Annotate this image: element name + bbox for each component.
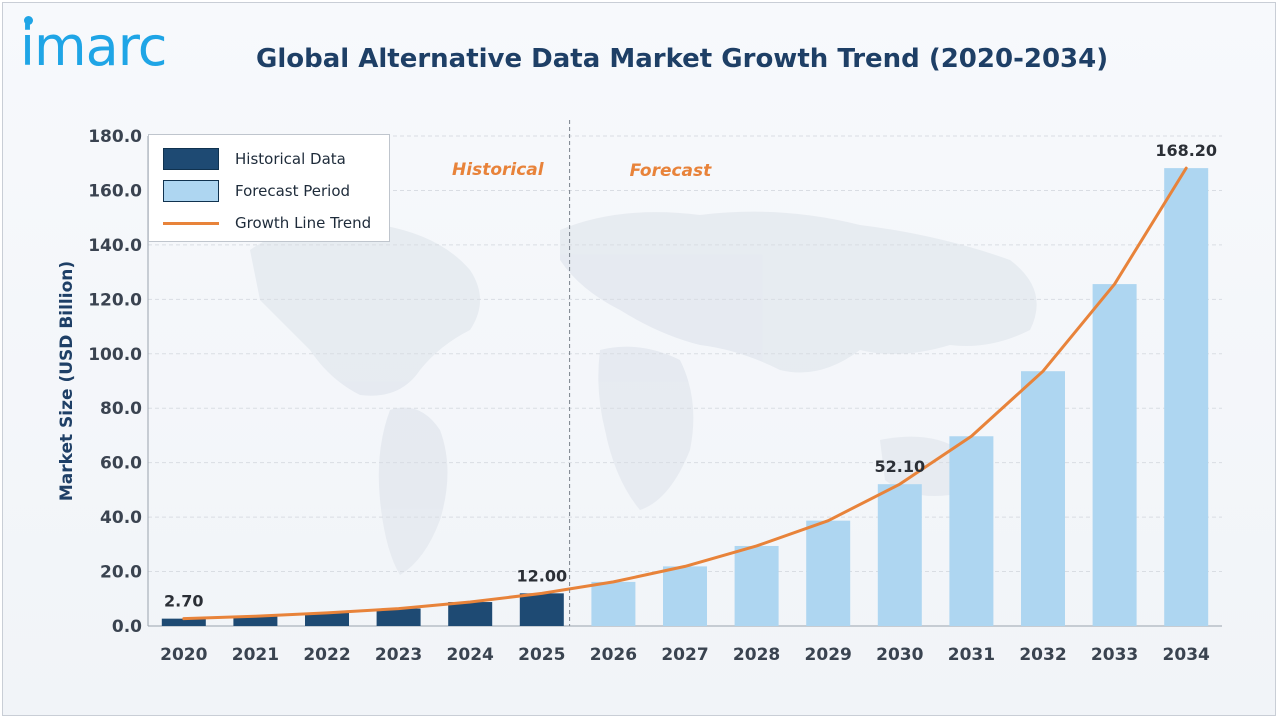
bar-forecast [949, 436, 994, 626]
x-tick-label: 2034 [1163, 645, 1210, 665]
data-labels: 2.70 12.00 52.10 168.20 [164, 141, 1217, 611]
data-label: 12.00 [516, 566, 567, 585]
legend-label-forecast: Forecast Period [235, 182, 351, 200]
x-tick-label: 2021 [232, 645, 279, 665]
world-map-background [250, 211, 1037, 575]
bar-forecast [1164, 168, 1209, 626]
legend-item-historical: Historical Data [163, 147, 346, 171]
legend-swatch-growth-line [163, 221, 219, 225]
y-axis-title: Market Size (USD Billion) [57, 261, 77, 501]
data-label: 168.20 [1155, 141, 1217, 160]
x-tick-label: 2020 [160, 645, 207, 665]
y-tick-label: 100.0 [88, 345, 142, 365]
y-tick-label: 60.0 [100, 454, 142, 474]
y-tick-label: 160.0 [88, 181, 142, 201]
bar-forecast [734, 545, 779, 626]
x-tick-label: 2022 [303, 645, 350, 665]
y-tick-label: 140.0 [88, 236, 142, 256]
data-label: 2.70 [164, 592, 203, 611]
x-tick-label: 2030 [876, 645, 923, 665]
bar-historical [519, 593, 564, 626]
y-axis: 0.0 20.0 40.0 60.0 80.0 100.0 120.0 140.0 160.0 1… [57, 127, 149, 637]
bar-forecast [1092, 284, 1137, 626]
y-tick-label: 20.0 [100, 563, 142, 583]
x-tick-label: 2025 [518, 645, 565, 665]
historical-label: Historical [452, 160, 545, 180]
y-tick-label: 180.0 [88, 127, 142, 147]
x-axis: 2020 2021 2022 2023 2024 2025 2026 2027 2028 2029… [148, 625, 1222, 665]
bar-historical [161, 618, 206, 626]
bar-forecast [806, 520, 851, 626]
bar-historical [305, 612, 349, 626]
bar-forecast [1021, 371, 1065, 626]
legend-item-forecast: Forecast Period [163, 179, 350, 203]
bar-forecast [591, 581, 636, 626]
x-tick-label: 2033 [1091, 645, 1138, 665]
bar-historical [448, 602, 493, 626]
x-tick-label: 2023 [375, 645, 422, 665]
legend-label-historical: Historical Data [235, 150, 346, 168]
legend: Historical Data Forecast Period Growth L… [148, 134, 390, 242]
growth-line [182, 166, 1188, 621]
legend-swatch-forecast [163, 180, 219, 202]
y-tick-label: 120.0 [88, 290, 142, 310]
legend-swatch-historical [163, 148, 219, 170]
forecast-label: Forecast [630, 161, 713, 181]
bar-historical [376, 608, 421, 626]
brand-logo: imarc [20, 15, 167, 78]
x-tick-label: 2031 [948, 645, 995, 665]
x-tick-label: 2028 [733, 645, 780, 665]
y-tick-label: 80.0 [100, 399, 142, 419]
bar-forecast [663, 566, 707, 626]
x-tick-label: 2027 [661, 645, 708, 665]
legend-item-growth-line: Growth Line Trend [163, 211, 371, 235]
data-label: 52.10 [874, 457, 925, 476]
logo-dot [24, 16, 33, 25]
y-tick-label: 0.0 [112, 617, 142, 637]
bar-historical [233, 616, 278, 626]
phase-annotations: Historical Forecast [452, 120, 712, 626]
x-tick-label: 2029 [805, 645, 852, 665]
y-tick-label: 40.0 [100, 508, 142, 528]
x-tick-label: 2032 [1019, 645, 1066, 665]
x-tick-label: 2024 [447, 645, 494, 665]
bars [161, 168, 1209, 626]
growth-line-path [182, 166, 1188, 621]
x-tick-label: 2026 [590, 645, 637, 665]
chart-title: Global Alternative Data Market Growth Tr… [256, 44, 1109, 74]
legend-label-growth-line: Growth Line Trend [235, 214, 372, 232]
bar-forecast [877, 484, 922, 626]
